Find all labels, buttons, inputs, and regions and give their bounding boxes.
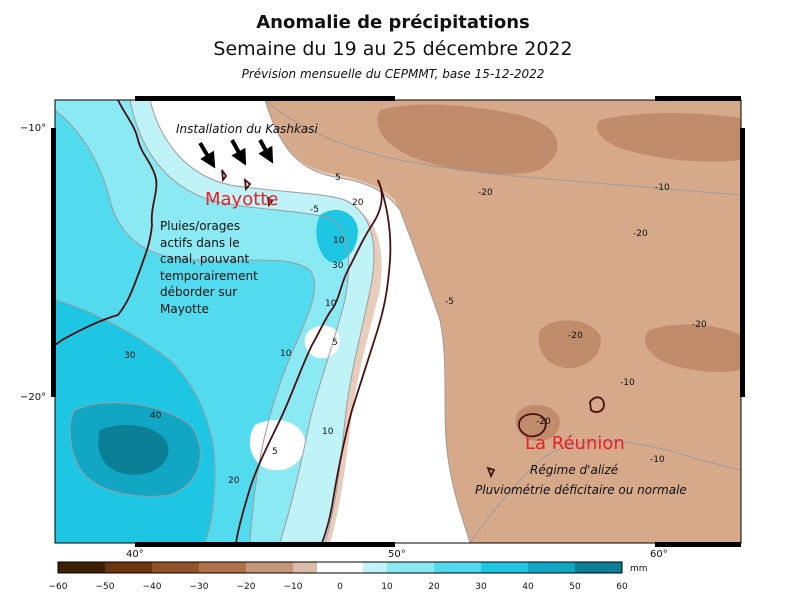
- legend-swatch: [317, 562, 363, 573]
- lon-label: 50°: [388, 549, 406, 560]
- contour-label: -5: [310, 205, 319, 215]
- contour-label: -10: [620, 378, 635, 388]
- contour-label: 10: [280, 349, 292, 359]
- contour-label: -10: [650, 455, 665, 465]
- reunion-note-rainfall: Pluviométrie déficitaire ou normale: [475, 483, 687, 497]
- contour-label: 10: [333, 236, 345, 246]
- contour-label: 30: [124, 351, 136, 361]
- legend-tick: −50: [96, 582, 115, 592]
- lon-label: 60°: [650, 549, 668, 560]
- legend-tick: 20: [428, 582, 440, 592]
- contour-label: -20: [633, 229, 648, 239]
- legend-tick: 30: [475, 582, 487, 592]
- legend-tick: 60: [616, 582, 628, 592]
- legend-swatch: [481, 562, 528, 573]
- legend-swatch: [246, 562, 293, 573]
- legend-swatch: [363, 562, 387, 573]
- legend-tick: −60: [49, 582, 68, 592]
- legend-swatch: [293, 562, 317, 573]
- legend-swatch: [575, 562, 622, 573]
- contour-label: 20: [352, 198, 364, 208]
- contour-label: 10: [322, 427, 334, 437]
- legend-swatch: [387, 562, 434, 573]
- legend-swatch: [528, 562, 575, 573]
- legend-swatch: [434, 562, 481, 573]
- legend-swatch: [199, 562, 246, 573]
- legend-colorbar: [57, 561, 623, 574]
- contour-label: 5: [272, 447, 278, 457]
- contour-label: 10: [325, 299, 337, 309]
- contour-label: 5: [332, 338, 338, 348]
- legend-tick: −40: [143, 582, 162, 592]
- contour-label: 5: [335, 173, 341, 183]
- contour-label: -20: [536, 417, 551, 427]
- contour-label: -20: [692, 320, 707, 330]
- reunion-note-regime: Régime d'alizé: [530, 463, 619, 477]
- contour-label: 30: [332, 261, 344, 271]
- lat-label: −20°: [20, 392, 46, 403]
- mayotte-label: Mayotte: [205, 189, 279, 210]
- frame-ticks-bar: [51, 96, 745, 547]
- lat-label: −10°: [20, 123, 46, 134]
- axis-labels: −10° −20° 40° 50° 60°: [20, 123, 668, 560]
- legend-tick: 0: [337, 582, 343, 592]
- legend-tick: 50: [569, 582, 581, 592]
- coastlines: [55, 100, 605, 543]
- contour-label: -10: [655, 183, 670, 193]
- contour-label: -5: [445, 297, 454, 307]
- mayotte-note: Pluies/orages actifs dans le canal, pouv…: [160, 219, 258, 316]
- map-subtitle: Semaine du 19 au 25 décembre 2022: [213, 38, 573, 60]
- lon-label: 40°: [126, 549, 144, 560]
- forecast-source: Prévision mensuelle du CEPMMT, base 15-1…: [241, 67, 545, 81]
- contour-label: -20: [568, 331, 583, 341]
- legend-tick: 40: [522, 582, 534, 592]
- contour-label: 40: [150, 411, 162, 421]
- legend-tick: −10: [284, 582, 303, 592]
- map-title: Anomalie de précipitations: [256, 12, 530, 33]
- legend-tick: −30: [190, 582, 209, 592]
- contour-value-labels: 5 -5 20 -20 10 30 -10 40 -5 10 5 -20 -20…: [124, 173, 707, 486]
- legend-ticks: −60 −50 −40 −30 −20 −10 0 10 20 30 40 50…: [49, 582, 628, 592]
- anomaly-field: 5 -5 20 -20 10 30 -10 40 -5 10 5 -20 -20…: [55, 100, 741, 543]
- contour-lines: [55, 100, 741, 543]
- legend-swatch: [152, 562, 199, 573]
- reunion-label: La Réunion: [525, 433, 625, 454]
- contour-label: 20: [228, 476, 240, 486]
- legend-tick: 10: [381, 582, 393, 592]
- legend-unit: mm: [630, 564, 648, 574]
- legend-swatch: [105, 562, 152, 573]
- contour-label: -20: [478, 188, 493, 198]
- legend-tick: −20: [237, 582, 256, 592]
- kashkasi-label: Installation du Kashkasi: [176, 122, 318, 136]
- kashkasi-arrows: [198, 139, 274, 169]
- legend-swatch: [58, 562, 105, 573]
